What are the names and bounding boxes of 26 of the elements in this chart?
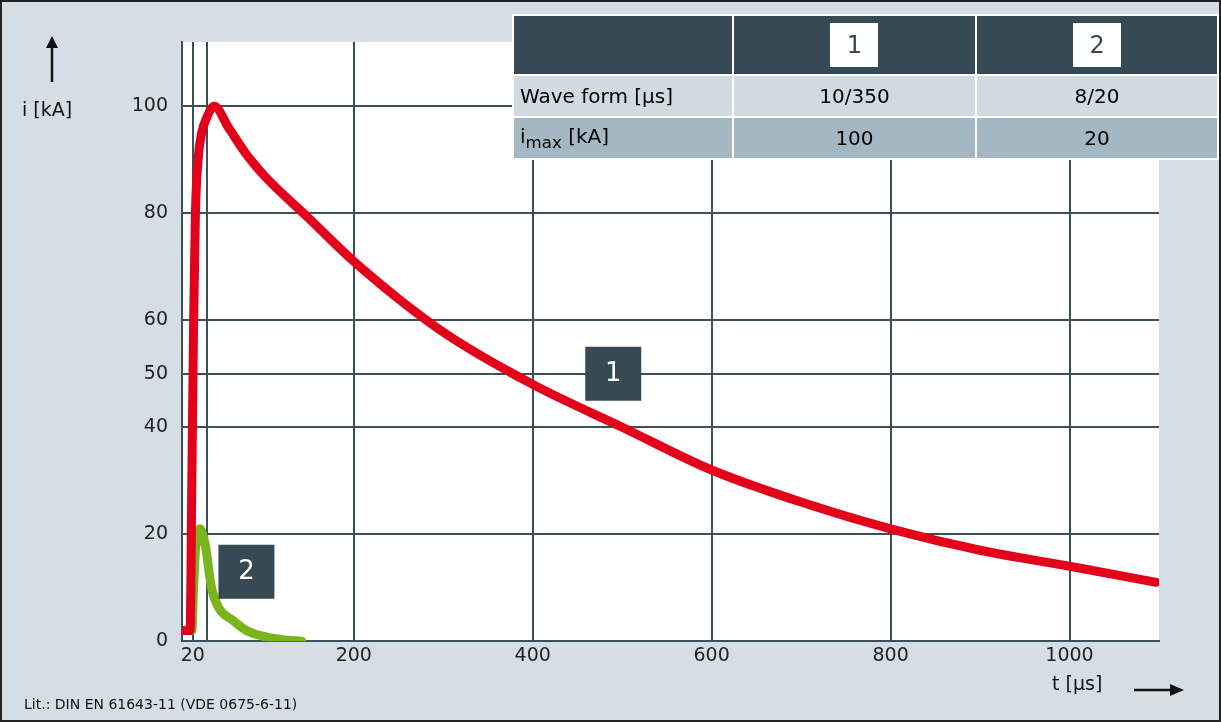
annotation: 8/20 <box>976 75 1218 117</box>
y-tick-label: 100 <box>131 93 168 116</box>
y-tick-label: 40 <box>143 414 168 437</box>
annotation: 10/350 <box>732 75 977 117</box>
x-axis-title: t [µs] <box>1052 672 1103 694</box>
y-tick-label: 60 <box>143 307 168 330</box>
series-label: 2 <box>238 555 255 586</box>
text: 2 <box>1089 31 1105 59</box>
text: Lit.: DIN EN 61643-11 (VDE 0675-6-11) <box>24 696 298 712</box>
x-tick-label: 600 <box>693 642 730 665</box>
x-tick-label: 1000 <box>1045 642 1094 665</box>
text: 1 <box>846 31 863 59</box>
x-tick-label: 20 <box>180 642 205 665</box>
y-tick-label: 20 <box>143 521 168 544</box>
annotation: Wave form [µs] <box>513 75 733 117</box>
y-tick-label: 0 <box>155 628 168 651</box>
y-tick-label: 50 <box>143 360 168 383</box>
annotation: i$_{max}$ [kA] <box>513 117 733 159</box>
y-tick-label: 80 <box>143 200 168 223</box>
x-tick-label: 200 <box>335 642 372 665</box>
annotation: 100 <box>732 117 977 159</box>
y-axis-title: i [kA] <box>22 98 73 120</box>
annotation: 20 <box>976 117 1218 159</box>
series-label: 1 <box>604 357 622 388</box>
x-tick-label: 400 <box>514 642 551 665</box>
x-tick-label: 800 <box>872 642 909 665</box>
